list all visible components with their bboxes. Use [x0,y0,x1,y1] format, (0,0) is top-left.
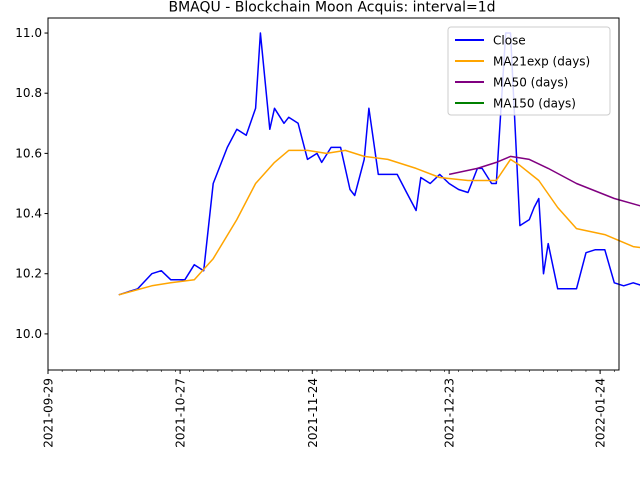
legend-label: MA150 (days) [493,97,576,111]
legend-label: MA50 (days) [493,76,568,90]
x-tick-label: 2021-11-24 [306,378,320,448]
series-line-ma21exp-days [118,149,640,296]
legend-label: MA21exp (days) [493,55,590,69]
legend: Close MA21exp (days) MA50 (days) MA150 (day… [447,26,611,116]
x-axis: 2021-09-29 2021-10-27 2021-11-24 2021-12-23… [42,370,615,448]
x-tick-label: 2021-10-27 [174,378,188,448]
series-line-close [118,32,640,296]
y-tick-label: 10.8 [15,86,42,100]
x-tick-label: 2021-12-23 [443,378,457,448]
y-tick-label: 10.6 [15,146,42,160]
y-axis: 10.0 10.2 10.4 10.6 10.8 11.0 [15,26,48,341]
legend-entries: Close MA21exp (days) MA50 (days) MA150 (day… [455,34,590,111]
axes-frame [47,17,620,371]
x-tick-label: 2021-09-29 [42,378,56,448]
y-tick-label: 10.0 [15,327,42,341]
y-tick-label: 10.4 [15,207,42,221]
plot-area [47,17,640,371]
y-tick-label: 10.2 [15,267,42,281]
legend-box [447,26,611,116]
y-tick-label: 11.0 [15,26,42,40]
legend-label: Close [493,34,526,48]
x-tick-label: 2022-01-24 [594,378,608,448]
chart-title: BMAQU - Blockchain Moon Acquis: interval… [168,0,495,16]
series-group [118,32,640,296]
